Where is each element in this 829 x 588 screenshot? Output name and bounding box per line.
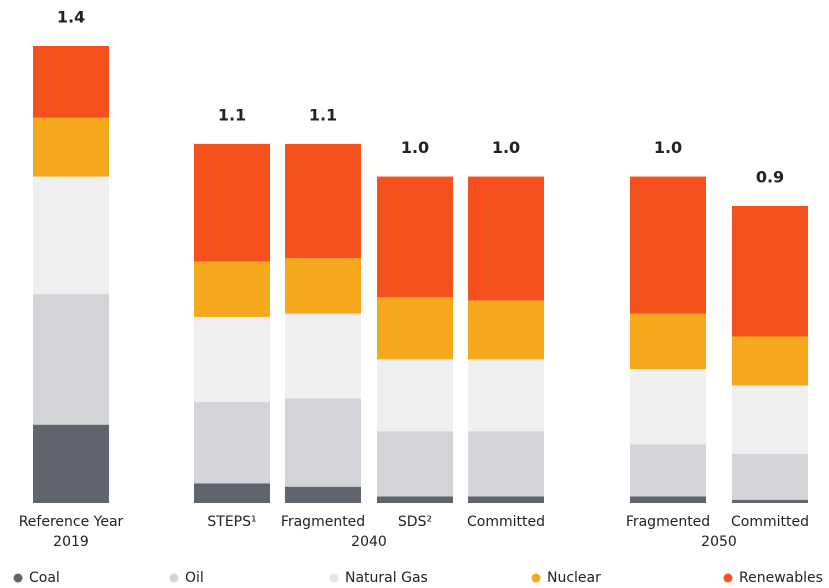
bar-segment [194, 143, 270, 262]
bar-segment [377, 359, 453, 432]
bar-segment [194, 316, 270, 402]
total-label: 0.9 [756, 167, 784, 186]
bar-segment [33, 424, 109, 503]
legend-marker [169, 573, 179, 583]
bar-segment [630, 176, 706, 314]
legend-label: Nuclear [547, 570, 601, 586]
bar-segment [630, 444, 706, 497]
x-tick-label: STEPS¹ [207, 514, 256, 530]
total-label: 1.1 [218, 105, 246, 124]
x-tick-label: Fragmented [626, 514, 710, 530]
bar-segment [33, 294, 109, 425]
legend-marker [13, 573, 23, 583]
x-tick-label: Fragmented [281, 514, 365, 530]
bar-segment [285, 313, 361, 399]
bar-segment [377, 496, 453, 503]
x-tick-label: Reference Year [19, 514, 124, 530]
bar-segment [732, 499, 808, 503]
bar-segment [33, 117, 109, 177]
bar-segment [194, 401, 270, 484]
bar-segment [732, 205, 808, 337]
legend-label: Renewables [739, 570, 823, 586]
bar-segment [732, 385, 808, 455]
x-tick-label: Committed [731, 514, 809, 530]
legend-marker [329, 573, 339, 583]
bar-segment [468, 359, 544, 432]
bar-segment [468, 300, 544, 360]
bar-segment [630, 369, 706, 445]
bar-segment [285, 143, 361, 259]
group-label: 2019 [53, 534, 89, 550]
bar-segment [377, 176, 453, 298]
group-label: 2040 [351, 534, 387, 550]
bar-segment [468, 431, 544, 497]
total-label: 1.0 [492, 138, 520, 157]
bar-segment [194, 261, 270, 317]
legend-marker [723, 573, 733, 583]
total-label: 1.1 [309, 105, 337, 124]
total-label: 1.0 [401, 138, 429, 157]
legend-label: Oil [185, 570, 204, 586]
bar-segment [377, 431, 453, 497]
bar-segment [33, 46, 109, 118]
bar-segment [285, 486, 361, 503]
x-tick-label: SDS² [398, 514, 432, 530]
bar-segment [630, 313, 706, 370]
legend-label: Coal [29, 570, 60, 586]
bar-segment [732, 454, 808, 500]
bar-segment [285, 258, 361, 314]
bar-segment [33, 176, 109, 295]
legend-label: Natural Gas [345, 570, 428, 586]
total-label: 1.4 [57, 8, 85, 27]
bar-segment [194, 483, 270, 503]
x-tick-label: Committed [467, 514, 545, 530]
bar-segment [732, 336, 808, 386]
bar-segment [468, 496, 544, 503]
bar-segment [377, 297, 453, 360]
bar-segment [630, 496, 706, 503]
bar-segment [285, 398, 361, 487]
group-label: 2050 [701, 534, 737, 550]
legend-marker [531, 573, 541, 583]
total-label: 1.0 [654, 138, 682, 157]
bar-segment [468, 176, 544, 301]
